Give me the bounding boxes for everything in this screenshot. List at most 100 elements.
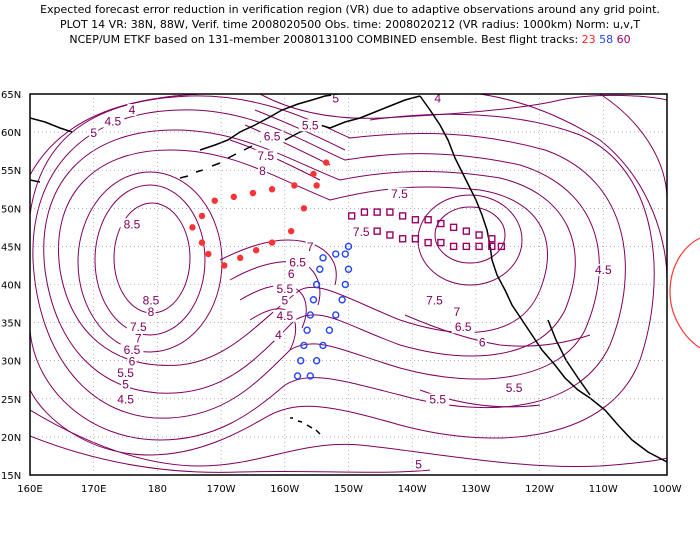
red-track-point (313, 182, 320, 189)
contour-label: 6 (479, 335, 486, 349)
contour-label: 5 (90, 126, 97, 140)
blue-track-point (338, 296, 346, 304)
purple-track-point (449, 242, 458, 251)
red-track-point (198, 239, 206, 246)
lat-tick-label: 60N (1, 128, 21, 139)
contour-label: 7 (135, 332, 142, 346)
contour-label-bg (387, 187, 411, 200)
contour-label: 5 (415, 457, 422, 471)
contour-label: 4 (129, 103, 136, 117)
purple-track-point (411, 216, 420, 224)
contour-label-bg (126, 321, 150, 334)
contour-label-bg (422, 294, 446, 307)
hawaii-islands (290, 417, 321, 435)
contour-line (30, 435, 431, 473)
contour-label: 6.5 (455, 320, 472, 334)
contour-label: 4.5 (104, 114, 121, 128)
blue-track-point (312, 357, 321, 365)
contour-label-bg (426, 393, 450, 406)
blue-track-point (344, 242, 353, 251)
blue-track-point (332, 311, 340, 319)
contour-label: 8 (148, 305, 155, 319)
blue-track-point (319, 341, 327, 350)
blue-track-point (303, 326, 311, 334)
contour-label: 8.5 (124, 217, 141, 231)
contour-line (43, 129, 576, 394)
lon-tick-label: 140W (398, 484, 427, 495)
contour-line (239, 284, 307, 329)
red-track-point (249, 189, 257, 197)
lon-tick-label: 110W (589, 484, 618, 495)
purple-track-point (462, 227, 471, 235)
red-track-point (291, 182, 298, 189)
contour-label: 7.5 (391, 187, 408, 201)
blue-track-point (341, 250, 350, 258)
blue-track-point (309, 296, 318, 304)
contour-label-bg (120, 218, 144, 231)
contour-label: 7.5 (130, 320, 147, 334)
track-purple-label: 60 (616, 33, 631, 46)
asia-coast (30, 117, 73, 183)
lon-tick-label: 180 (148, 484, 167, 495)
contour-label: 8 (259, 164, 266, 178)
lon-tick-label: 160E (17, 484, 42, 495)
track-blue-label: 58 (599, 33, 614, 46)
contour-label-bg (120, 344, 144, 357)
red-track-point (300, 205, 308, 212)
title-line-3-prefix: NCEP/UM ETKF based on 131-member 2008013… (69, 33, 579, 46)
contour-label-bg (127, 104, 137, 117)
contour-line (30, 95, 626, 441)
purple-track-point (373, 227, 381, 235)
contour-label: 4.5 (276, 309, 293, 323)
purple-track-point (437, 219, 445, 228)
contour-label: 6.5 (124, 343, 141, 357)
contour-label: 6 (129, 355, 136, 369)
purple-track-point (437, 238, 445, 247)
red-track-point (205, 250, 212, 258)
contour-label: 7 (307, 240, 314, 254)
contour-label: 5.5 (506, 381, 523, 395)
red-track-point (268, 239, 276, 246)
title-line-3: NCEP/UM ETKF based on 131-member 2008013… (0, 32, 700, 47)
contour-label-bg (114, 366, 138, 379)
contour-label-bg (349, 225, 373, 238)
purple-track-point (360, 208, 369, 216)
purple-track-point (449, 223, 458, 232)
lon-tick-label: 160W (270, 484, 299, 495)
title-line-1: Expected forecast error reduction in ver… (40, 3, 660, 16)
purple-track-point (398, 212, 407, 220)
blue-track-point (332, 250, 340, 258)
contour-label-bg (89, 126, 99, 139)
blue-track-point (297, 357, 305, 365)
red-track-point (268, 186, 276, 193)
axis-labels: 15N 20N 25N 30N 35N 40N 45N 50N 55N 60N 65N 160E 170… (1, 90, 682, 495)
purple-track-point (497, 242, 506, 251)
contour-labels: 5 444.555.56.57.587.58.57.576.565.554.548… (89, 92, 615, 471)
purple-track-point (398, 235, 407, 243)
blue-track-point (312, 280, 321, 289)
contour-label-bg (146, 305, 156, 318)
red-track-point (237, 254, 244, 262)
contour-line (229, 261, 321, 306)
blue-track-point (306, 372, 314, 380)
contour-label-bg (273, 309, 297, 322)
blue-track-point (316, 265, 324, 273)
coastline (30, 94, 667, 463)
blue-track-point (293, 372, 302, 380)
contour-label: 6.5 (264, 130, 281, 144)
contour-label: 5.5 (117, 366, 134, 380)
purple-track-point (373, 208, 381, 216)
lon-tick-label: 100W (653, 484, 682, 495)
lat-tick-label: 45N (1, 242, 21, 253)
aleutian-islands (179, 137, 269, 179)
contour-label: 5 (332, 92, 339, 106)
contour-label-bg (258, 165, 268, 178)
contour-label-bg (451, 321, 475, 334)
contour-label-bg (254, 149, 278, 162)
contour-label: 4.5 (595, 263, 612, 277)
contour-line (94, 184, 206, 336)
contour-label: 4 (275, 328, 282, 342)
contour-label: 5 (281, 294, 288, 308)
purple-track-point (462, 242, 471, 251)
